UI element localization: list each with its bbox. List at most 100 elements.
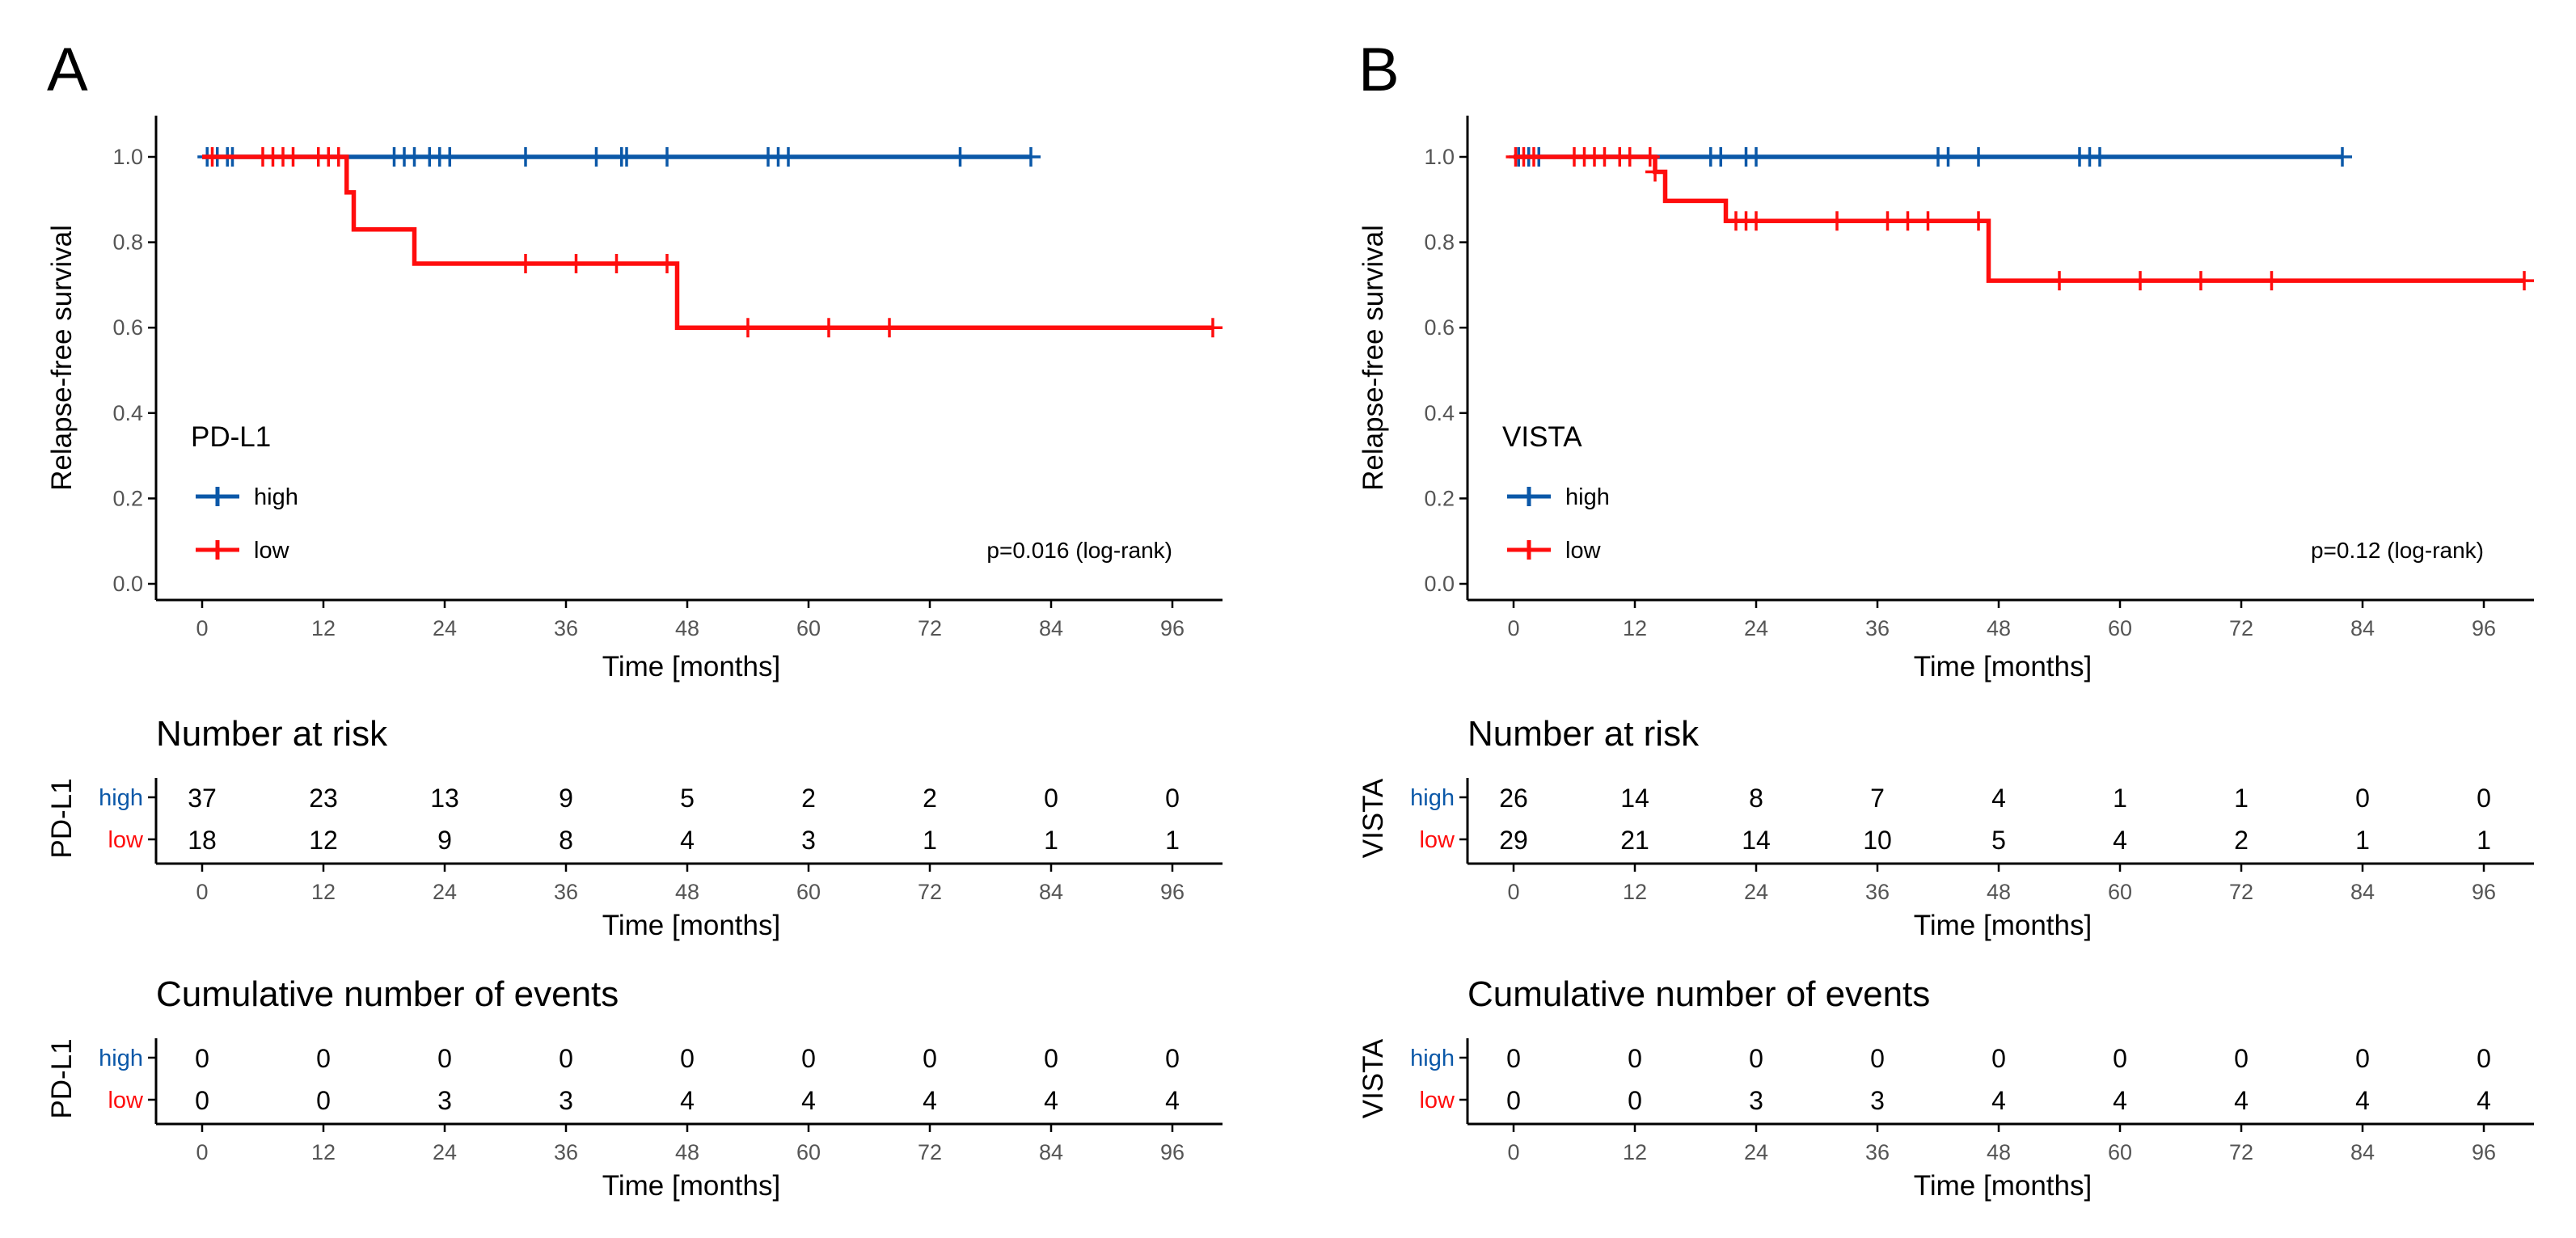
y-tick-label: 0.8 [112,230,143,255]
x-tick-label: 96 [1160,616,1185,640]
x-tick-label: 12 [1623,616,1647,640]
events-table-cell: 3 [1870,1086,1885,1115]
risk-table-cell: 1 [2355,826,2370,855]
x-tick-label: 0 [196,880,208,904]
risk-table-cell: 4 [680,826,695,855]
legend-label-high: high [254,484,298,510]
censor-mark-high [1711,147,1731,167]
x-tick-label: 60 [2108,1140,2132,1164]
x-tick-label: 12 [311,1140,336,1164]
censor-mark-high [516,147,535,167]
censor-mark-high [950,147,970,167]
risk-table-cell: 0 [2477,784,2491,813]
risk-table-cell: 2 [923,784,937,813]
x-tick-label: 24 [433,1140,457,1164]
censor-mark-low [2130,271,2150,291]
risk-table-row-label-high: high [99,785,143,811]
censor-mark-high [1969,147,1988,167]
x-tick-label: 0 [1507,880,1519,904]
risk-table-cell: 21 [1620,826,1649,855]
x-tick-label: 84 [1039,880,1063,904]
risk-table-title: Number at risk [1467,714,1700,754]
risk-table-cell: 0 [1165,784,1180,813]
censor-mark-low [1918,211,1938,231]
events-table-row-group-label: VISTA [1358,1038,1389,1118]
risk-table-cell: 8 [1749,784,1763,813]
risk-table-cell: 14 [1742,826,1771,855]
events-table-cell: 4 [923,1086,937,1115]
events-table-cell: 0 [559,1044,573,1073]
events-table-cell: 0 [1749,1044,1763,1073]
survival-curve-low [202,154,1213,330]
x-tick-label: 24 [1744,616,1768,640]
risk-table-cell: 5 [1991,826,2006,855]
censor-mark-low [1969,211,1988,231]
y-axis-label: Relapse-free survival [46,225,78,491]
x-tick-label: 60 [796,616,821,640]
events-table-cell: 4 [1165,1086,1180,1115]
risk-table-row-label-high: high [1410,785,1455,811]
x-tick-label: 72 [918,616,942,640]
x-tick-label: 24 [433,880,457,904]
y-tick-label: 0.6 [112,315,143,340]
risk-table-cell: 2 [801,784,816,813]
censor-mark-high [1938,147,1958,167]
x-tick-label: 0 [196,616,208,640]
events-table-cell: 0 [2477,1044,2491,1073]
x-tick-label: 96 [1160,880,1185,904]
risk-table-cell: 9 [559,784,573,813]
events-table-row-label-low: low [1419,1088,1455,1113]
risk-table-cell: 18 [188,826,217,855]
events-table-title: Cumulative number of events [1467,974,1930,1014]
events-table-cell: 0 [2234,1044,2249,1073]
events-table-cell: 3 [559,1086,573,1115]
risk-table-cell: 1 [2477,826,2491,855]
legend-label-high: high [1565,484,1610,510]
censor-mark-high [2333,147,2352,167]
y-tick-label: 0.0 [1424,572,1455,596]
risk-table-cell: 0 [2355,784,2370,813]
censor-mark-low [1640,147,1660,167]
events-table-row-label-high: high [1410,1046,1455,1071]
y-tick-label: 1.0 [112,145,143,169]
x-tick-label: 36 [554,880,578,904]
events-table-cell: 4 [2234,1086,2249,1115]
x-tick-label: 36 [554,616,578,640]
events-table-cell: 0 [195,1086,209,1115]
p-value: p=0.12 (log-rank) [2311,538,2484,563]
censor-mark-low [738,318,758,338]
events-table-cell: 3 [437,1086,452,1115]
x-tick-label: 12 [1623,880,1647,904]
x-tick-label: 36 [1865,1140,1890,1164]
legend-title: VISTA [1502,421,1582,453]
x-tick-label: 12 [311,880,336,904]
risk-table-title: Number at risk [156,714,388,754]
risk-table-cell: 4 [2113,826,2127,855]
risk-table-cell: 2 [2234,826,2249,855]
events-table-cell: 0 [2113,1044,2127,1073]
legend-label-low: low [254,538,290,564]
legend-title: PD-L1 [191,421,271,453]
events-table-cell: 4 [801,1086,816,1115]
events-table-cell: 0 [801,1044,816,1073]
x-tick-label: 48 [1987,1140,2011,1164]
events-table-cell: 0 [316,1044,331,1073]
censor-mark-low [1524,147,1543,167]
risk-table-cell: 8 [559,826,573,855]
events-table-row-label-low: low [108,1088,144,1113]
censor-mark-low [328,147,348,167]
y-tick-label: 0.8 [1424,230,1455,255]
risk-table-cell: 5 [680,784,695,813]
survival-curve-low [1514,154,2524,283]
panel-label: A [47,36,88,104]
legend-swatch-low [196,540,239,560]
risk-table-cell: 13 [430,784,459,813]
x-tick-label: 72 [918,1140,942,1164]
events-table-cell: 4 [1991,1086,2006,1115]
events-table-cell: 0 [1628,1086,1642,1115]
y-tick-label: 0.6 [1424,315,1455,340]
x-tick-label: 36 [554,1140,578,1164]
events-table-cell: 4 [2355,1086,2370,1115]
x-tick-label: 96 [2472,880,2496,904]
x-tick-label: 84 [1039,1140,1063,1164]
